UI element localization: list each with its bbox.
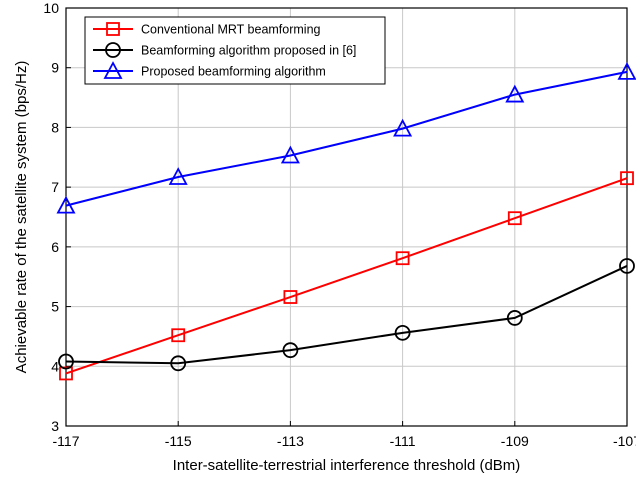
x-axis-ticks: -117 -115 -113 -111 -109 -107 bbox=[53, 421, 636, 449]
x-tick-label: -107 bbox=[613, 433, 636, 449]
data-point-triangle bbox=[617, 61, 636, 80]
legend-label: Conventional MRT beamforming bbox=[141, 23, 321, 37]
data-point-square bbox=[171, 328, 186, 343]
x-axis-label: Inter-satellite-terrestrial interference… bbox=[173, 457, 521, 474]
x-tick-label: -109 bbox=[501, 433, 529, 449]
data-point-square bbox=[283, 290, 298, 304]
data-point-circle bbox=[506, 310, 523, 326]
legend-marker-square bbox=[106, 22, 120, 36]
legend: Conventional MRT beamforming Beamforming … bbox=[84, 16, 386, 85]
data-point-square bbox=[620, 171, 634, 186]
data-point-triangle bbox=[280, 145, 300, 164]
series-line bbox=[65, 177, 628, 375]
y-tick-label: 8 bbox=[51, 119, 59, 135]
series-line bbox=[65, 70, 628, 207]
data-point-square bbox=[59, 366, 73, 381]
data-point-triangle bbox=[505, 84, 525, 103]
series-layer bbox=[56, 61, 636, 381]
legend-label: Beamforming algorithm proposed in [6] bbox=[141, 44, 356, 58]
y-tick-label: 5 bbox=[51, 299, 59, 315]
data-point-triangle bbox=[168, 167, 188, 185]
legend-box bbox=[84, 16, 386, 85]
y-tick-label: 3 bbox=[51, 418, 59, 434]
legend-marker-triangle bbox=[103, 61, 123, 79]
data-point-triangle bbox=[56, 195, 76, 214]
x-tick-label: -113 bbox=[277, 433, 304, 449]
y-tick-label: 9 bbox=[51, 60, 59, 76]
data-point-circle bbox=[619, 258, 635, 274]
x-tick-label: -111 bbox=[390, 433, 416, 449]
y-tick-label: 4 bbox=[51, 358, 59, 374]
plot-area bbox=[65, 7, 628, 427]
y-axis-ticks: 3 4 5 6 7 8 9 10 bbox=[43, 0, 71, 434]
data-point-circle bbox=[170, 355, 187, 372]
y-axis-label: Achievable rate of the satellite system … bbox=[13, 61, 30, 374]
data-point-square bbox=[395, 251, 410, 266]
y-tick-label: 7 bbox=[51, 179, 59, 195]
legend-label: Proposed beamforming algorithm bbox=[141, 65, 326, 79]
y-tick-label: 10 bbox=[43, 0, 59, 16]
data-point-square bbox=[507, 211, 522, 226]
data-point-triangle bbox=[393, 118, 413, 137]
data-point-circle bbox=[394, 324, 411, 341]
x-tick-label: -115 bbox=[165, 433, 192, 449]
series-square bbox=[59, 171, 634, 381]
y-tick-label: 6 bbox=[51, 239, 59, 255]
series-line bbox=[65, 265, 628, 365]
x-tick-label: -117 bbox=[53, 433, 80, 449]
data-point-circle bbox=[282, 342, 299, 359]
legend-marker-circle bbox=[105, 42, 121, 58]
series-triangle bbox=[56, 61, 636, 214]
series-circle bbox=[58, 258, 635, 372]
data-point-circle bbox=[58, 353, 74, 370]
